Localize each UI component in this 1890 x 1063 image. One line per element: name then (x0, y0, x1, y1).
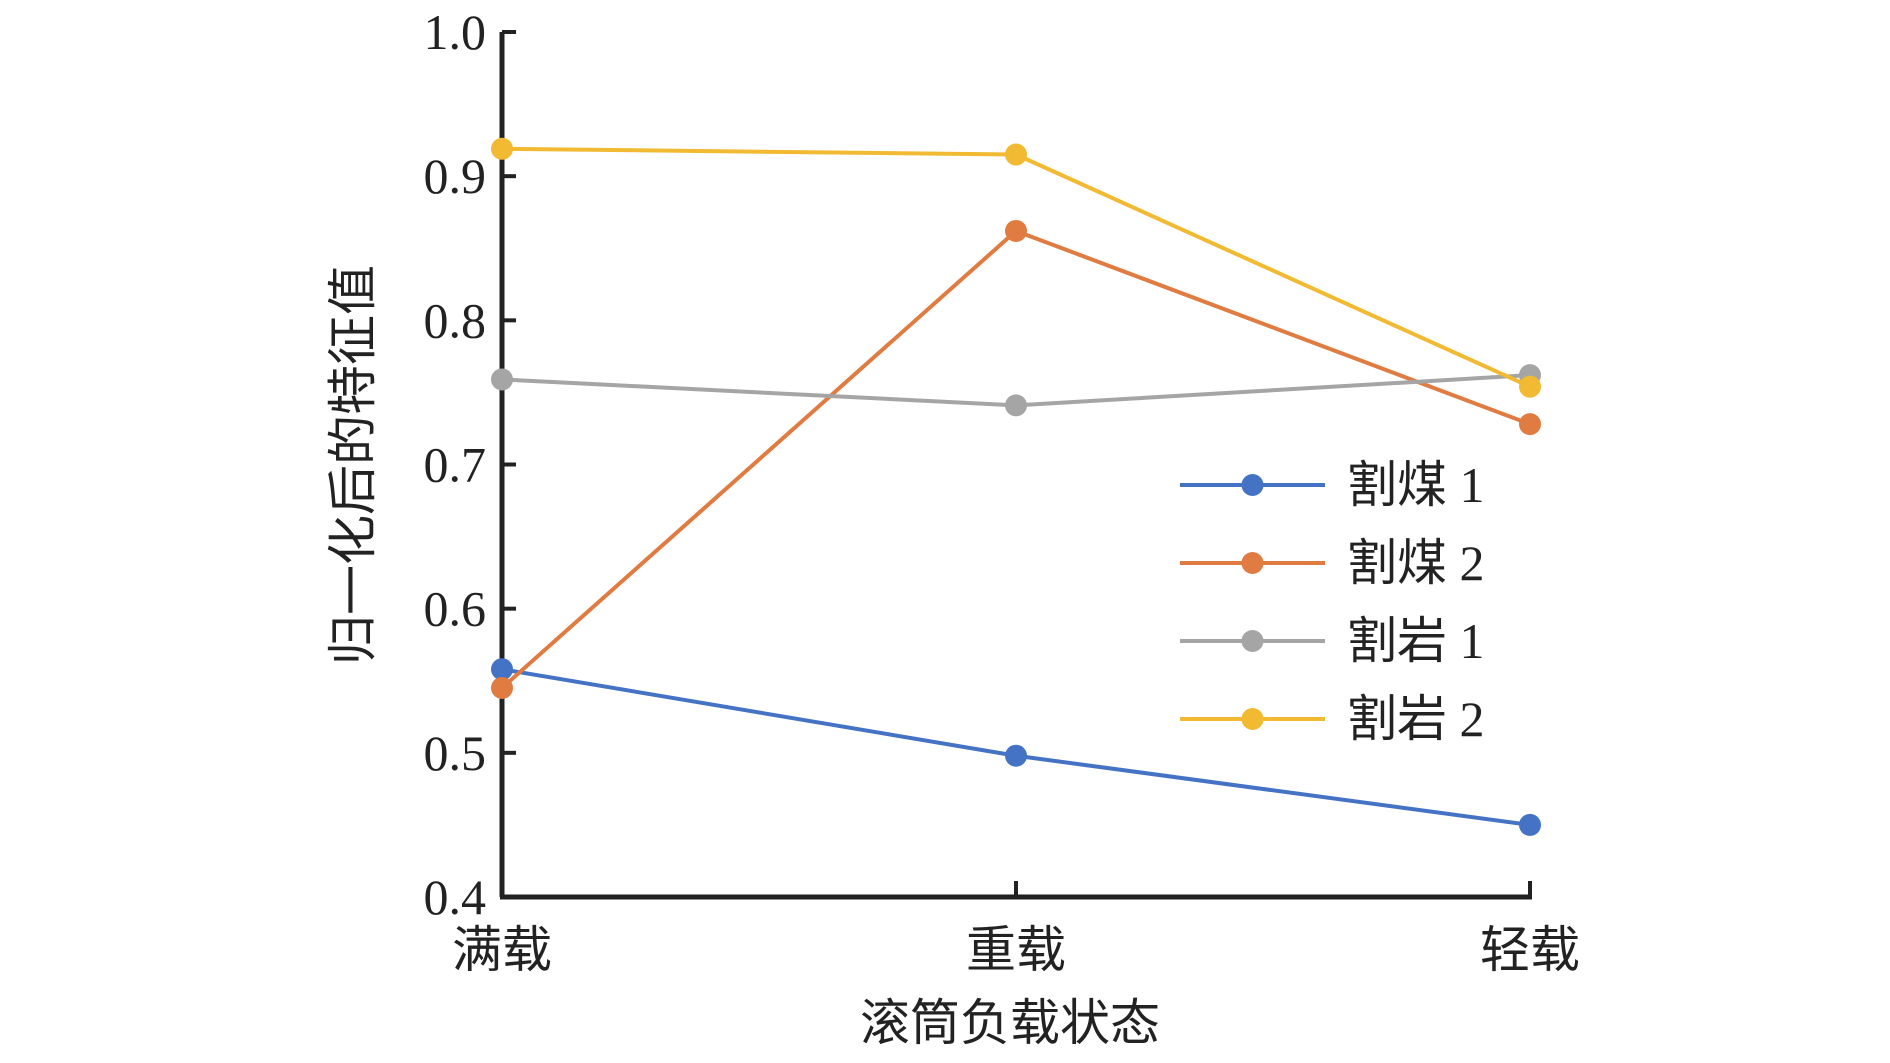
y-tick-label: 0.9 (424, 148, 487, 204)
legend-item: 割煤 2 (1180, 535, 1485, 591)
y-tick-label: 0.7 (424, 437, 487, 493)
legend-item: 割岩 2 (1180, 691, 1485, 747)
data-point (491, 658, 513, 681)
x-category-label: 轻载 (1480, 922, 1580, 978)
series-3 (491, 364, 1541, 417)
data-point (1005, 394, 1027, 417)
series-1 (491, 658, 1541, 836)
legend-item: 割岩 1 (1180, 613, 1485, 669)
y-tick-label: 1.0 (424, 4, 487, 60)
y-tick-label: 0.8 (424, 292, 487, 348)
legend-label: 割岩 1 (1347, 613, 1485, 669)
data-point (1005, 744, 1027, 767)
x-axis-title: 滚筒负载状态 (860, 995, 1160, 1051)
data-point (1519, 375, 1541, 398)
legend-swatch-marker (1241, 708, 1264, 730)
data-point (1519, 813, 1541, 836)
x-category-label: 重载 (966, 922, 1066, 978)
y-axis-title: 归一化后的特征值 (325, 265, 381, 665)
y-tick-label: 0.6 (424, 581, 487, 637)
legend-swatch-marker (1241, 474, 1264, 496)
y-tick-label: 0.4 (424, 869, 487, 925)
series-layer (491, 137, 1541, 836)
data-point (1005, 143, 1027, 166)
legend-label: 割煤 1 (1347, 457, 1485, 513)
y-tick-label: 0.5 (424, 725, 487, 781)
data-point (1519, 413, 1541, 436)
x-axis-ticks: 满载 重载 轻载 (452, 881, 1580, 978)
legend-label: 割岩 2 (1347, 691, 1485, 747)
legend-swatch-marker (1241, 552, 1264, 574)
data-point (1005, 219, 1027, 242)
series-line (501, 146, 1531, 389)
series-4 (491, 137, 1541, 398)
series-2 (491, 219, 1541, 699)
x-category-label: 满载 (452, 922, 552, 978)
legend-label: 割煤 2 (1347, 535, 1485, 591)
data-point (491, 368, 513, 391)
legend-swatch-marker (1241, 630, 1264, 652)
legend-item: 割煤 1 (1180, 457, 1485, 513)
y-axis-ticks: 0.4 0.5 0.6 0.7 0.8 0.9 1.0 (424, 4, 516, 925)
legend: 割煤 1 割煤 2 割岩 1 割岩 2 (1180, 457, 1485, 747)
data-point (491, 137, 513, 160)
data-point (491, 676, 513, 699)
